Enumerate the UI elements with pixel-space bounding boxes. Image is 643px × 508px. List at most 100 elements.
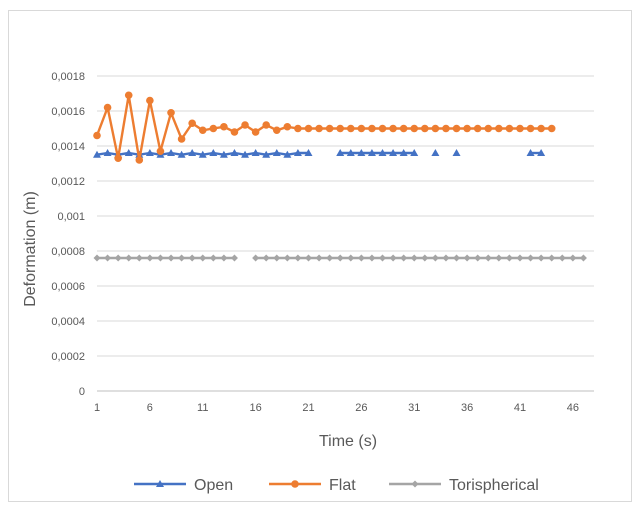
data-point-flat bbox=[378, 124, 387, 133]
x-tick-label: 31 bbox=[408, 402, 420, 414]
data-point-torispherical bbox=[114, 254, 122, 262]
data-point-torispherical bbox=[347, 254, 355, 262]
data-point-flat bbox=[251, 128, 260, 136]
data-point-flat bbox=[547, 124, 556, 133]
data-point-torispherical bbox=[357, 254, 365, 262]
y-tick-label: 0,0018 bbox=[51, 71, 85, 83]
data-point-torispherical bbox=[442, 254, 450, 262]
data-point-open bbox=[230, 149, 239, 156]
series-group bbox=[93, 91, 587, 262]
data-point-flat bbox=[283, 122, 292, 131]
data-point-open bbox=[346, 149, 355, 156]
data-point-flat bbox=[114, 154, 122, 163]
y-tick-label: 0,0016 bbox=[51, 106, 85, 118]
y-tick-label: 0,0004 bbox=[51, 316, 85, 328]
data-point-flat bbox=[177, 135, 186, 143]
data-point-open bbox=[399, 149, 408, 156]
data-point-flat bbox=[315, 124, 323, 133]
data-point-flat bbox=[526, 124, 535, 133]
data-point-open bbox=[124, 149, 133, 156]
data-point-torispherical bbox=[252, 254, 260, 262]
x-tick-label: 26 bbox=[355, 402, 367, 414]
data-point-flat bbox=[272, 126, 281, 135]
data-point-open bbox=[357, 149, 366, 156]
y-axis-title: Deformation (m) bbox=[22, 191, 39, 307]
data-point-flat bbox=[505, 124, 514, 133]
data-point-torispherical bbox=[188, 254, 196, 262]
data-point-flat bbox=[368, 124, 376, 133]
data-point-flat bbox=[442, 124, 450, 133]
data-point-flat bbox=[389, 124, 397, 133]
x-tick-label: 46 bbox=[567, 402, 579, 414]
data-point-torispherical bbox=[125, 254, 133, 262]
data-point-flat bbox=[188, 119, 196, 128]
data-point-open bbox=[188, 149, 197, 156]
y-tick-label: 0,0012 bbox=[51, 176, 85, 188]
data-point-open bbox=[389, 149, 398, 156]
legend-label-flat: Flat bbox=[329, 477, 356, 494]
data-point-torispherical bbox=[548, 254, 556, 262]
data-point-torispherical bbox=[569, 254, 577, 262]
data-point-torispherical bbox=[463, 254, 471, 262]
legend-marker-open bbox=[156, 480, 164, 487]
y-tick-label: 0 bbox=[79, 386, 85, 398]
legend-marker-torispherical bbox=[411, 480, 419, 488]
data-point-flat bbox=[262, 121, 270, 129]
data-point-torispherical bbox=[379, 254, 387, 262]
line-chart: 0 0,0002 0,0004 0,0006 0,0008 0,001 0,0012 0,00… bbox=[22, 71, 594, 494]
x-tick-label: 1 bbox=[94, 402, 100, 414]
legend-label-open: Open bbox=[194, 477, 233, 494]
data-point-torispherical bbox=[453, 254, 461, 262]
x-tick-label: 16 bbox=[249, 402, 261, 414]
data-point-open bbox=[145, 149, 154, 156]
data-point-torispherical bbox=[368, 254, 376, 262]
gridlines bbox=[97, 75, 594, 357]
data-point-flat bbox=[156, 147, 165, 156]
data-point-flat bbox=[135, 156, 144, 164]
data-point-torispherical bbox=[220, 254, 228, 262]
data-point-open bbox=[283, 150, 292, 158]
data-point-flat bbox=[516, 124, 524, 133]
data-point-torispherical bbox=[410, 254, 418, 262]
data-point-torispherical bbox=[558, 254, 566, 262]
x-tick-label: 11 bbox=[197, 402, 208, 414]
data-point-flat bbox=[473, 124, 482, 133]
legend-item-flat: Flat bbox=[269, 477, 356, 494]
data-point-flat bbox=[463, 124, 471, 133]
data-point-torispherical bbox=[336, 254, 344, 262]
data-point-open bbox=[198, 150, 207, 158]
data-point-flat bbox=[220, 122, 228, 131]
data-point-flat bbox=[304, 124, 313, 133]
data-point-flat bbox=[421, 124, 429, 133]
x-axis-title: Time (s) bbox=[319, 433, 377, 450]
data-point-flat bbox=[209, 124, 218, 133]
legend-item-torispherical: Torispherical bbox=[389, 477, 539, 494]
data-point-flat bbox=[325, 124, 334, 133]
data-point-flat bbox=[346, 124, 355, 133]
data-point-torispherical bbox=[315, 254, 323, 262]
y-tick-label: 0,001 bbox=[57, 211, 85, 223]
data-point-open bbox=[367, 149, 376, 156]
data-point-flat bbox=[93, 131, 101, 140]
data-point-flat bbox=[452, 124, 461, 133]
data-point-open bbox=[93, 150, 101, 158]
axes: 0 0,0002 0,0004 0,0006 0,0008 0,001 0,0012 0,00… bbox=[51, 71, 594, 414]
data-point-open bbox=[410, 149, 419, 156]
data-point-torispherical bbox=[230, 254, 238, 262]
data-point-flat bbox=[124, 91, 133, 100]
x-tick-label: 6 bbox=[147, 402, 153, 414]
data-point-flat bbox=[198, 126, 207, 135]
data-point-flat bbox=[399, 124, 408, 133]
data-point-open bbox=[241, 150, 250, 158]
data-point-torispherical bbox=[484, 254, 492, 262]
series-open bbox=[93, 149, 546, 158]
data-point-torispherical bbox=[516, 254, 524, 262]
x-tick-label: 21 bbox=[302, 402, 314, 414]
data-point-flat bbox=[537, 124, 545, 133]
y-tick-label: 0,0006 bbox=[51, 281, 85, 293]
data-point-torispherical bbox=[156, 254, 164, 262]
data-point-open bbox=[251, 149, 260, 156]
data-point-flat bbox=[357, 124, 366, 133]
data-point-flat bbox=[241, 121, 249, 129]
data-point-flat bbox=[146, 96, 154, 105]
